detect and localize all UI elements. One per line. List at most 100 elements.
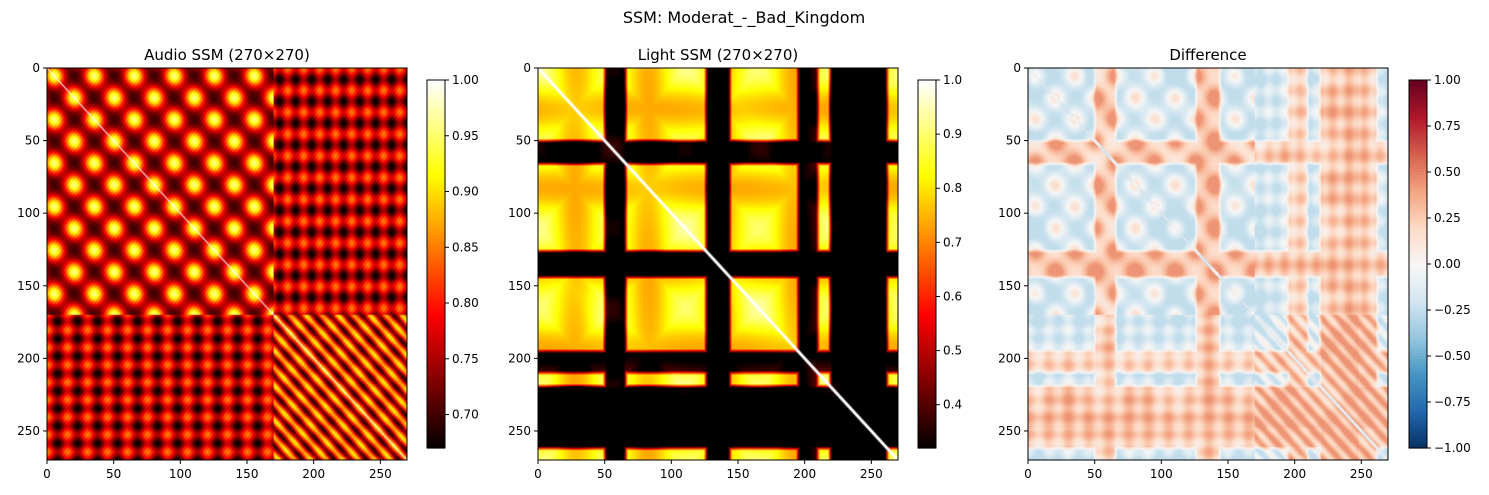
colorbar-segment <box>918 374 936 379</box>
colorbar-segment <box>427 386 445 391</box>
colorbar-segment <box>1409 165 1427 170</box>
colorbar-segment <box>427 168 445 173</box>
colorbar-tick-label: −0.25 <box>1434 303 1471 317</box>
colorbar-segment <box>918 156 936 161</box>
colorbar-segment <box>1409 435 1427 440</box>
colorbar-segment <box>1409 417 1427 421</box>
colorbar-segment <box>427 374 445 379</box>
colorbar-segment <box>1409 380 1427 385</box>
colorbar-segment <box>1409 107 1427 112</box>
colorbar-segment <box>1409 239 1427 244</box>
colorbar-segment <box>918 101 936 106</box>
colorbar-segment <box>1409 193 1427 198</box>
colorbar-segment <box>427 233 445 237</box>
colorbar-segment <box>1409 248 1427 253</box>
colorbar-segment <box>918 248 936 253</box>
x-tick-label: 50 <box>1087 467 1102 481</box>
colorbar-segment <box>427 377 445 382</box>
colorbar-segment <box>918 383 936 388</box>
colorbar-segment <box>427 254 445 259</box>
colorbar-segment <box>918 138 936 142</box>
colorbar-segment <box>427 303 445 308</box>
y-tick-label: 100 <box>508 206 531 220</box>
colorbar-tick-label: −0.75 <box>1434 395 1471 409</box>
colorbar-segment <box>918 159 936 164</box>
colorbar-segment <box>427 92 445 96</box>
colorbar-segment <box>427 98 445 103</box>
colorbar-frame <box>917 79 937 449</box>
colorbar-segment <box>427 264 445 268</box>
colorbar-tick-label: 0.95 <box>452 129 479 143</box>
colorbar-segment <box>918 116 936 121</box>
colorbar-segment <box>918 147 936 152</box>
colorbar-segment <box>918 86 936 90</box>
colorbar-segment <box>1409 402 1427 406</box>
colorbar-segment <box>1409 147 1427 152</box>
colorbar-segment <box>427 248 445 253</box>
colorbar-segment <box>918 126 936 130</box>
colorbar-segment <box>427 270 445 274</box>
colorbar-segment <box>1409 113 1427 118</box>
colorbar-segment <box>427 178 445 182</box>
colorbar-segment <box>1409 172 1427 176</box>
colorbar-segment <box>918 414 936 418</box>
colorbar-segment <box>1409 190 1427 195</box>
colorbar-segment <box>427 251 445 256</box>
colorbar-segment <box>427 343 445 348</box>
colorbar-segment <box>918 202 936 207</box>
x-tick-label: 50 <box>597 467 612 481</box>
colorbar-segment <box>1409 162 1427 167</box>
colorbar-segment <box>427 441 445 446</box>
colorbar-segment <box>1409 264 1427 268</box>
y-tick-label: 50 <box>516 134 531 148</box>
colorbar-segment <box>1409 273 1427 277</box>
colorbar-segment <box>427 365 445 369</box>
colorbar-segment <box>1409 119 1427 124</box>
colorbar-segment <box>427 291 445 296</box>
colorbar-segment <box>918 273 936 277</box>
colorbar-segment <box>1409 276 1427 280</box>
x-tick-label: 200 <box>1283 467 1306 481</box>
colorbar-segment <box>918 356 936 360</box>
y-tick-label: 150 <box>17 279 40 293</box>
colorbar-segment <box>918 444 936 449</box>
colorbar-segment <box>1409 181 1427 185</box>
colorbar-segment <box>427 346 445 351</box>
y-tick-label: 50 <box>25 134 40 148</box>
colorbar-segment <box>1409 423 1427 428</box>
x-tick-label: 100 <box>1150 467 1173 481</box>
colorbar-segment <box>918 267 936 271</box>
colorbar-segment <box>427 107 445 112</box>
colorbar-segment <box>427 426 445 431</box>
colorbar-segment <box>427 135 445 139</box>
colorbar-segment <box>918 211 936 216</box>
colorbar-segment <box>918 423 936 428</box>
colorbar-segment <box>427 340 445 345</box>
colorbar-segment <box>918 405 936 409</box>
colorbar-segment <box>1409 337 1427 342</box>
colorbar-segment <box>918 441 936 446</box>
colorbar-segment <box>918 328 936 333</box>
colorbar-segment <box>918 411 936 415</box>
colorbar-segment <box>918 135 936 139</box>
colorbar-segment <box>427 435 445 440</box>
colorbar-segment <box>427 417 445 421</box>
colorbar-segment <box>918 322 936 326</box>
colorbar-tick-label: 0.75 <box>452 352 479 366</box>
colorbar-tick-label: 1.0 <box>943 73 962 87</box>
colorbar-segment <box>1409 233 1427 237</box>
colorbar-segment <box>1409 386 1427 391</box>
colorbar-segment <box>918 279 936 283</box>
colorbar-segment <box>427 285 445 290</box>
colorbar-segment <box>1409 383 1427 388</box>
colorbar-segment <box>918 282 936 287</box>
colorbar-segment <box>1409 122 1427 127</box>
colorbar-segment <box>427 199 445 204</box>
colorbar-segment <box>918 429 936 434</box>
colorbar-tick-label: −1.00 <box>1434 441 1471 455</box>
colorbar-segment <box>918 184 936 188</box>
colorbar-segment <box>918 132 936 136</box>
colorbar-segment <box>1409 306 1427 311</box>
colorbar-segment <box>918 162 936 167</box>
colorbar-segment <box>918 254 936 259</box>
